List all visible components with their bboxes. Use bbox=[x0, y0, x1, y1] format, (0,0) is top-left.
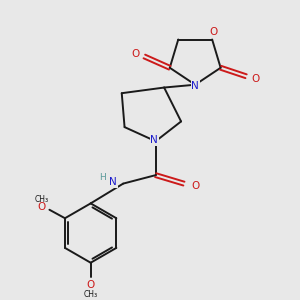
Text: CH₃: CH₃ bbox=[34, 194, 49, 203]
Text: O: O bbox=[252, 74, 260, 84]
Text: N: N bbox=[110, 177, 117, 187]
Text: O: O bbox=[191, 182, 199, 191]
Text: N: N bbox=[150, 135, 158, 145]
Text: O: O bbox=[209, 27, 218, 38]
Text: H: H bbox=[99, 173, 106, 182]
Text: O: O bbox=[86, 280, 95, 290]
Text: N: N bbox=[191, 81, 199, 91]
Text: O: O bbox=[38, 202, 46, 212]
Text: O: O bbox=[132, 49, 140, 58]
Text: CH₃: CH₃ bbox=[84, 290, 98, 299]
